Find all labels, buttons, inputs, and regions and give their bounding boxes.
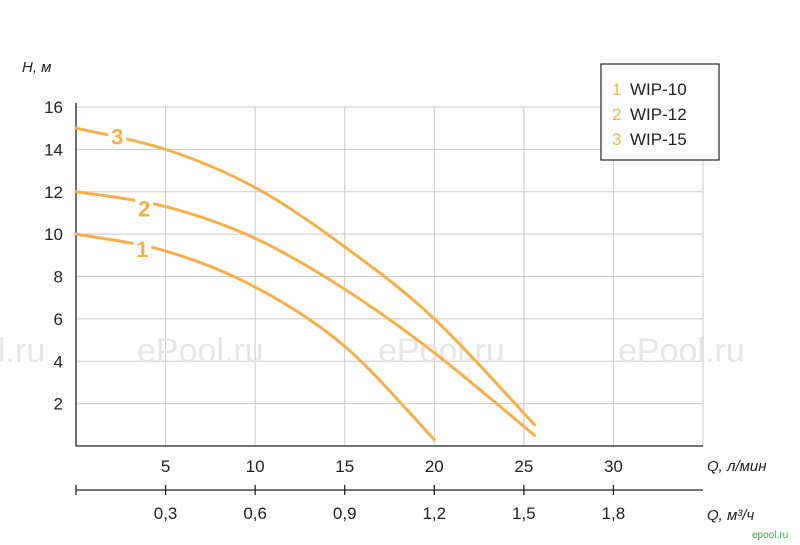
legend-entry-2: WIP-12 [630,105,687,124]
x2-tick-label: 1,5 [512,504,536,523]
x2-tick-label: 1,8 [602,504,626,523]
y-tick-label: 14 [44,140,63,159]
x-tick-label: 15 [335,457,354,476]
legend-entry-3: WIP-15 [630,130,687,149]
watermark-text: ePool.ru [137,332,264,370]
x2-tick-label: 0,3 [154,504,178,523]
curve-label-bg [108,124,127,147]
x-tick-label: 25 [514,457,533,476]
corner-watermark: epool.ru [752,530,788,541]
legend-box [600,63,720,161]
y-tick-label: 16 [44,98,63,117]
watermark-text: ePool.ru [378,332,505,370]
watermark-text: l.ru [0,332,45,370]
series-line-wip-15 [74,126,537,427]
series [74,126,537,442]
x2-tick-label: 1,2 [422,504,446,523]
y-tick-label: 12 [44,183,63,202]
x2-axis-title: Q, м³/ч [707,507,754,524]
curve-labels: 1 2 3 [108,124,154,262]
curve-label-3: 3 [111,125,123,150]
legend-entry-1: WIP-10 [630,80,687,99]
watermarks: l.ru ePool.ru ePool.ru ePool.ru [0,332,745,370]
curve-label-bg [133,236,152,259]
x2-tick-label: 0,6 [243,504,267,523]
y-tick-label: 2 [54,395,63,414]
x-tick-label: 5 [161,457,170,476]
x2-tick-label: 0,9 [333,504,357,523]
y-tick-label: 8 [54,268,63,287]
watermark-text: ePool.ru [618,332,745,370]
curve-label-2: 2 [138,197,150,222]
x-tick-label: 10 [246,457,265,476]
x-tick-label: 20 [425,457,444,476]
legend-number-3: 3 [612,130,621,149]
y-tick-label: 10 [44,225,63,244]
legend-number-2: 2 [612,105,621,124]
x-tick-label: 30 [604,457,623,476]
y-axis-title: H, м [22,59,51,76]
curve-label-1: 1 [136,237,148,262]
legend-number-1: 1 [612,80,621,99]
legend: 1 WIP-10 2 WIP-12 3 WIP-15 [600,63,720,161]
y-tick-label: 6 [54,310,63,329]
series-line-wip-12 [74,190,537,437]
curve-label-bg [135,196,154,219]
y-tick-label: 4 [54,352,63,371]
x-axis-title: Q, л/мин [707,458,767,475]
